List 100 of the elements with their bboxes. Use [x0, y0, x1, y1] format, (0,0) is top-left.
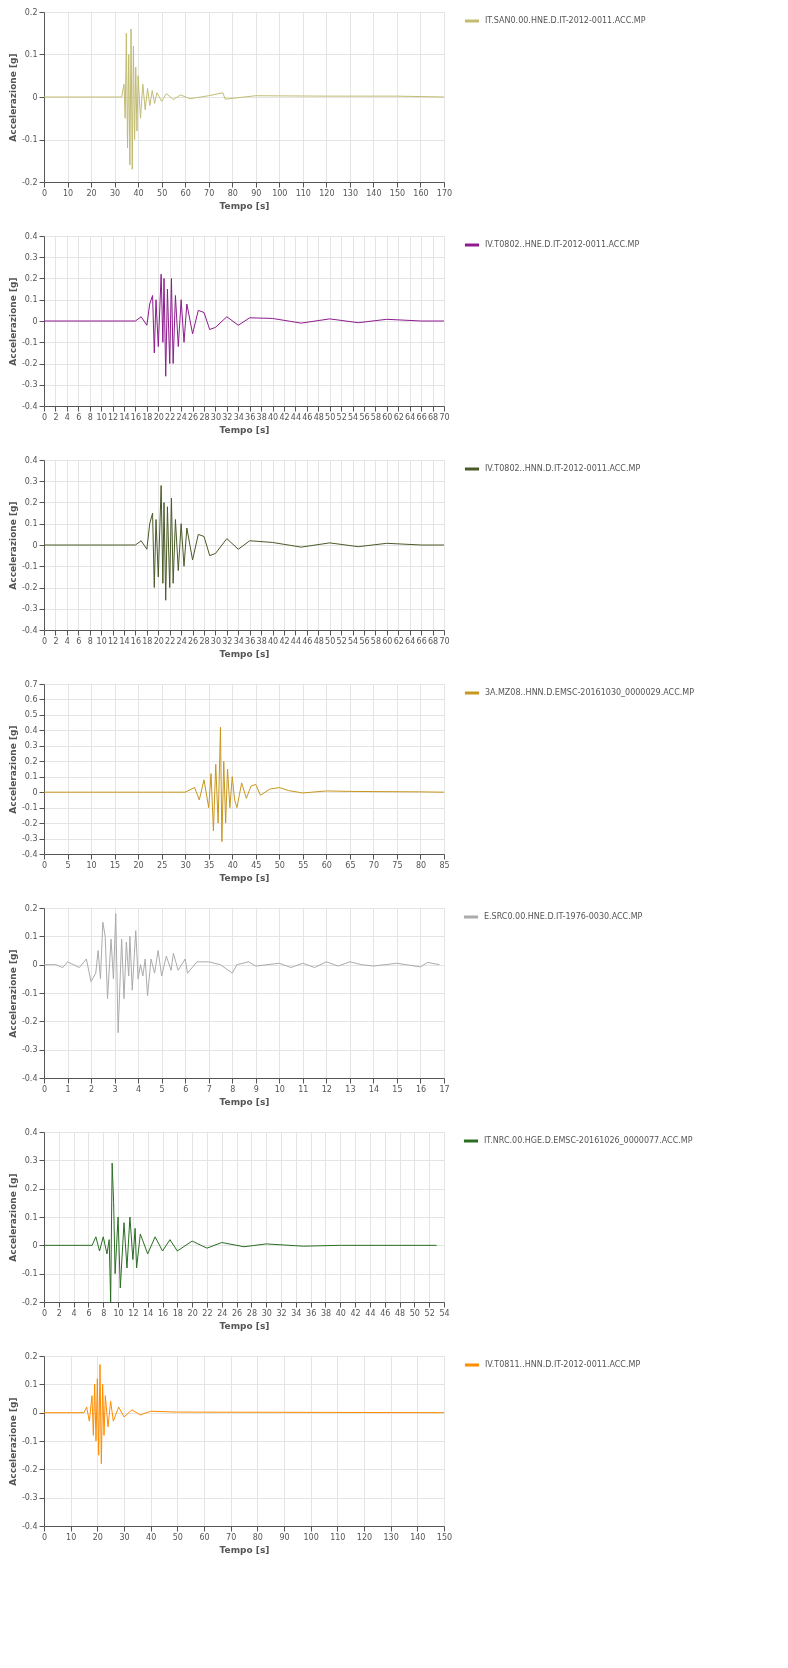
- x-tick-label: 60: [382, 636, 393, 646]
- x-axis-title: Tempo [s]: [219, 424, 270, 435]
- x-tick-label: 40: [146, 1532, 157, 1542]
- y-tick-label: -0.4: [21, 401, 38, 411]
- x-tick-label: 1: [65, 1084, 71, 1094]
- x-tick-label: 18: [172, 1308, 183, 1318]
- y-tick-label: -0.2: [21, 177, 38, 187]
- x-tick-label: 10: [62, 188, 74, 198]
- x-tick-label: 20: [153, 636, 164, 646]
- x-tick-label: 68: [427, 636, 439, 646]
- x-tick-label: 5: [159, 1084, 165, 1094]
- x-tick-label: 32: [222, 636, 233, 646]
- line-series: [43, 1364, 445, 1465]
- y-tick-label: -0.3: [21, 1493, 38, 1503]
- y-tick-label: 0.4: [24, 231, 38, 241]
- y-tick-label: -0.2: [21, 359, 38, 368]
- x-tick-label: 38: [320, 1308, 332, 1318]
- x-tick-label: 62: [393, 636, 404, 646]
- x-tick-label: 150: [436, 1532, 453, 1542]
- x-tick-label: 10: [86, 860, 97, 870]
- y-tick-label: 0.3: [24, 252, 38, 262]
- x-tick-label: 60: [382, 412, 393, 422]
- x-tick-label: 120: [319, 188, 335, 198]
- x-tick-label: 60: [199, 1532, 210, 1542]
- y-tick-label: 0.2: [24, 7, 38, 17]
- x-tick-label: 60: [321, 860, 332, 870]
- x-tick-label: 12: [321, 1084, 332, 1094]
- x-axis-title: Tempo [s]: [219, 1544, 270, 1555]
- y-axis-title: Accelerazione [g]: [7, 53, 18, 142]
- x-tick-label: 70: [226, 1532, 237, 1542]
- x-tick-label: 26: [187, 636, 199, 646]
- x-tick-label: 170: [436, 188, 453, 198]
- y-tick-label: -0.2: [21, 818, 38, 828]
- x-tick-label: 80: [227, 188, 238, 198]
- x-tick-label: 20: [133, 860, 144, 870]
- x-tick-label: 28: [246, 1308, 257, 1318]
- x-tick-label: 42: [279, 636, 290, 646]
- x-tick-label: 46: [302, 412, 313, 422]
- x-tick-label: 2: [89, 1084, 95, 1094]
- x-tick-label: 130: [383, 1532, 399, 1542]
- x-tick-label: 18: [142, 412, 153, 422]
- x-tick-label: 85: [439, 860, 450, 870]
- y-tick-label: -0.1: [21, 1269, 38, 1279]
- x-tick-label: 28: [199, 412, 210, 422]
- x-tick-label: 10: [96, 412, 107, 422]
- x-axis-title: Tempo [s]: [219, 200, 270, 211]
- line-series: [43, 485, 445, 601]
- x-tick-label: 10: [66, 1532, 77, 1542]
- x-tick-label: 48: [313, 636, 324, 646]
- y-tick-label: 0.2: [24, 903, 38, 913]
- x-tick-label: 5: [65, 860, 71, 870]
- line-series: [43, 1162, 438, 1303]
- x-tick-label: 75: [392, 860, 403, 870]
- x-tick-label: 24: [176, 412, 187, 422]
- y-tick-label: -0.3: [21, 834, 38, 844]
- x-tick-label: 26: [232, 1308, 243, 1318]
- y-tick-label: 0.1: [24, 1212, 38, 1222]
- x-tick-label: 50: [157, 188, 168, 198]
- x-tick-label: 26: [187, 412, 199, 422]
- x-tick-label: 30: [180, 860, 191, 870]
- line-series: [43, 28, 445, 170]
- x-tick-label: 50: [274, 860, 285, 870]
- x-tick-label: 0: [41, 1308, 48, 1318]
- x-tick-label: 60: [180, 188, 191, 198]
- y-axis-title: Accelerazione [g]: [7, 501, 18, 590]
- x-tick-label: 14: [119, 636, 130, 646]
- x-tick-label: 58: [370, 636, 382, 646]
- y-tick-label: 0.2: [24, 756, 38, 766]
- x-tick-label: 12: [107, 412, 119, 422]
- x-tick-label: 58: [370, 412, 382, 422]
- x-tick-label: 42: [350, 1308, 361, 1318]
- y-tick-label: 0.1: [24, 1379, 38, 1389]
- x-tick-label: 64: [405, 412, 416, 422]
- x-tick-label: 28: [199, 636, 210, 646]
- y-tick-label: 0.2: [24, 274, 38, 283]
- y-tick-label: -0.1: [21, 135, 38, 144]
- x-tick-label: 45: [251, 860, 262, 870]
- y-tick-label: -0.4: [21, 849, 38, 859]
- x-tick-label: 30: [261, 1308, 272, 1318]
- x-axis-title: Tempo [s]: [219, 1320, 270, 1331]
- x-tick-label: 20: [187, 1308, 198, 1318]
- x-tick-label: 80: [415, 860, 427, 870]
- x-tick-label: 2: [56, 1308, 62, 1318]
- legend-label: IV.T0802..HNN.D.IT-2012-0011.ACC.MP: [485, 464, 641, 473]
- y-tick-label: 0.3: [24, 476, 38, 486]
- y-tick-label: -0.1: [21, 803, 38, 813]
- x-tick-label: 48: [313, 412, 324, 422]
- x-tick-label: 44: [290, 636, 302, 646]
- x-tick-label: 36: [306, 1308, 317, 1318]
- x-tick-label: 52: [424, 1308, 435, 1318]
- x-tick-label: 100: [272, 188, 288, 198]
- x-tick-label: 50: [172, 1532, 183, 1542]
- x-tick-label: 35: [204, 860, 215, 870]
- x-tick-label: 40: [267, 636, 279, 646]
- y-tick-label: -0.1: [21, 1436, 38, 1446]
- x-tick-label: 0: [41, 412, 48, 422]
- y-tick-label: -0.4: [21, 625, 38, 635]
- y-tick-label: 0.1: [24, 50, 38, 59]
- x-axis-title: Tempo [s]: [219, 648, 270, 659]
- y-tick-label: 0: [32, 316, 38, 326]
